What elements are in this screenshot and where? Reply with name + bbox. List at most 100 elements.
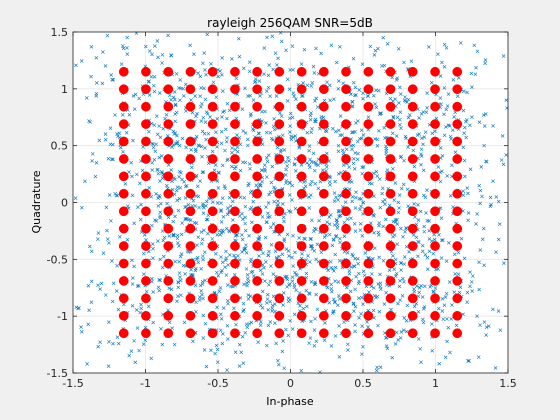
received-point — [219, 129, 224, 134]
received-point — [407, 113, 412, 117]
received-point — [407, 249, 411, 254]
received-point — [336, 86, 341, 91]
received-point — [405, 303, 410, 308]
received-point — [90, 159, 94, 163]
received-point — [247, 162, 252, 166]
received-point — [223, 127, 228, 132]
received-point — [384, 344, 389, 348]
constellation-point — [296, 171, 307, 182]
received-point — [272, 185, 276, 190]
received-point — [475, 49, 480, 54]
constellation-point — [118, 293, 129, 304]
constellation-point — [163, 223, 174, 234]
received-point — [312, 282, 317, 286]
received-point — [175, 233, 180, 238]
received-point — [468, 270, 472, 274]
received-point — [313, 99, 317, 103]
constellation-point — [252, 119, 262, 129]
received-point — [257, 131, 261, 136]
received-point — [172, 132, 177, 136]
received-point — [262, 46, 267, 50]
received-point — [275, 145, 280, 150]
received-point — [142, 232, 147, 237]
received-point — [178, 98, 182, 103]
received-point — [156, 239, 160, 243]
constellation-point — [118, 310, 129, 321]
received-point — [111, 157, 115, 162]
received-point — [308, 260, 312, 264]
received-point — [385, 41, 390, 46]
received-point — [463, 174, 467, 179]
constellation-point — [185, 66, 196, 77]
received-point — [285, 99, 290, 103]
received-point — [348, 289, 353, 294]
received-point — [358, 207, 362, 212]
constellation-point — [274, 119, 285, 129]
received-point — [427, 237, 432, 241]
received-point — [193, 204, 198, 208]
received-point — [327, 232, 332, 237]
constellation-point — [185, 154, 196, 164]
received-point — [109, 73, 114, 77]
constellation-point — [319, 119, 329, 129]
constellation-point — [118, 223, 129, 234]
received-point — [442, 303, 447, 307]
received-point — [356, 271, 361, 276]
x-tick-label: -1 — [140, 377, 151, 390]
received-point — [376, 282, 381, 286]
received-point — [226, 263, 230, 267]
received-point — [353, 323, 357, 327]
received-point — [189, 267, 193, 272]
received-point — [330, 311, 335, 316]
received-point — [286, 333, 291, 338]
received-point — [374, 368, 379, 373]
received-point — [405, 100, 409, 104]
received-point — [372, 231, 376, 235]
received-point — [318, 179, 323, 184]
received-point — [349, 216, 353, 221]
received-point — [334, 234, 338, 239]
constellation-point — [141, 206, 151, 217]
received-point — [293, 250, 297, 255]
received-point — [203, 68, 207, 72]
received-point — [267, 249, 271, 254]
received-point — [274, 255, 279, 260]
constellation-point — [319, 223, 329, 234]
received-point — [235, 233, 239, 237]
received-point — [161, 126, 166, 131]
constellation-point — [296, 154, 307, 164]
received-point — [370, 272, 374, 276]
received-point — [335, 218, 339, 222]
received-point — [214, 343, 219, 348]
received-point — [297, 236, 301, 240]
constellation-point — [141, 66, 151, 77]
received-point — [329, 289, 334, 294]
constellation-point — [407, 293, 418, 304]
received-point — [162, 235, 167, 240]
constellation-point — [363, 293, 374, 304]
received-point — [191, 339, 195, 344]
received-point — [256, 237, 260, 242]
received-point — [194, 173, 199, 178]
received-point — [396, 46, 401, 51]
constellation-point — [163, 258, 174, 269]
constellation-point — [363, 154, 374, 164]
constellation-point — [163, 293, 174, 304]
received-point — [219, 312, 223, 317]
received-point — [445, 339, 449, 344]
received-point — [272, 127, 277, 132]
received-point — [376, 88, 381, 93]
constellation-point — [385, 119, 396, 129]
received-point — [470, 85, 474, 90]
received-point — [153, 149, 158, 154]
received-point — [138, 310, 142, 315]
received-point — [219, 208, 223, 212]
constellation-point — [274, 136, 285, 147]
received-point — [358, 221, 363, 226]
received-point — [204, 72, 208, 77]
received-point — [310, 179, 314, 184]
received-point — [139, 306, 144, 311]
constellation-point — [118, 66, 129, 77]
received-point — [105, 33, 110, 38]
received-point — [219, 201, 223, 206]
